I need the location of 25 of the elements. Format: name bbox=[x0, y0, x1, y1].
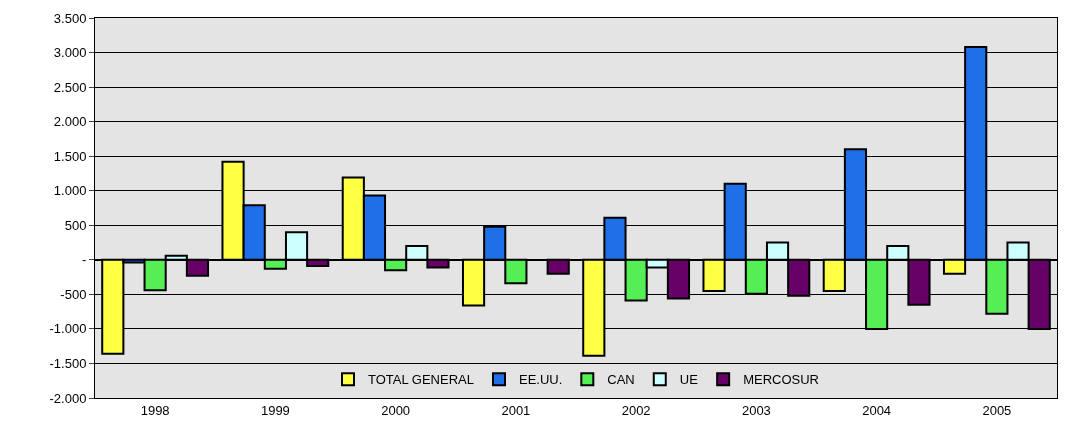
legend-label: EE.UU. bbox=[518, 372, 563, 388]
y-tick-label: 500 bbox=[64, 217, 87, 233]
y-tick-label: -1.500 bbox=[49, 356, 87, 371]
legend-label: TOTAL GENERAL bbox=[368, 372, 474, 388]
y-tick-label: - bbox=[82, 252, 87, 268]
x-tick-label: 1999 bbox=[260, 402, 290, 418]
legend-label: UE bbox=[679, 372, 699, 388]
legend-label: CAN bbox=[607, 372, 635, 388]
legend-label: MERCOSUR bbox=[743, 372, 819, 388]
y-tick-label: 2.000 bbox=[53, 114, 87, 130]
y-tick-label: 1.000 bbox=[53, 183, 87, 199]
y-tick-label: 1.500 bbox=[53, 148, 87, 164]
x-tick-label: 2003 bbox=[741, 402, 771, 418]
y-tick-label: -1.000 bbox=[49, 321, 87, 337]
y-tick-label: 2.500 bbox=[53, 79, 87, 95]
x-tick-label: 2001 bbox=[501, 402, 531, 418]
x-tick-label: 2004 bbox=[862, 402, 892, 418]
y-tick-label: -500 bbox=[60, 286, 87, 302]
x-tick-label: 2000 bbox=[381, 402, 411, 418]
y-tick-label: 3.000 bbox=[53, 45, 87, 61]
y-tick-label: -2.000 bbox=[49, 390, 87, 406]
y-tick-label: 3.500 bbox=[53, 10, 87, 26]
x-tick-label: 2002 bbox=[621, 402, 651, 418]
x-tick-label: 2005 bbox=[982, 402, 1012, 418]
x-tick-label: 1998 bbox=[140, 402, 170, 418]
